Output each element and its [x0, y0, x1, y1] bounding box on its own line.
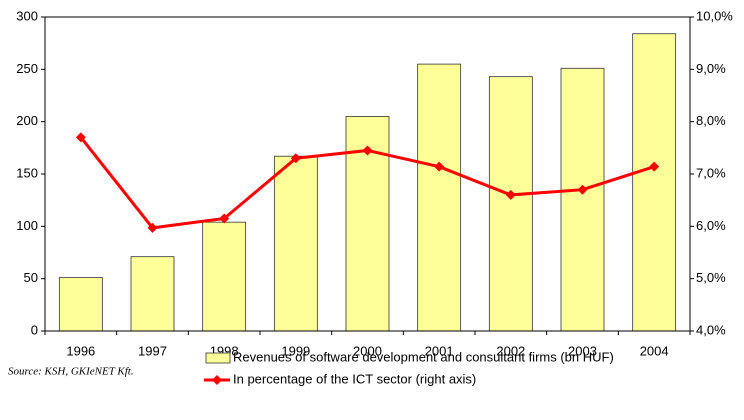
y-tick-label: 300: [16, 8, 38, 23]
y2-tick-label: 8,0%: [696, 113, 726, 128]
bar: [202, 221, 247, 332]
bar: [488, 76, 533, 332]
x-tick-label: 2004: [640, 343, 669, 358]
x-tick-label: 1999: [281, 343, 310, 358]
line-marker: [362, 145, 373, 156]
legend-label: In percentage of the ICT sector (right a…: [233, 371, 476, 386]
source: Source: KSH, GKIeNET Kft.: [8, 366, 134, 378]
y2-tick-label: 10,0%: [696, 8, 733, 23]
bar: [417, 63, 462, 332]
y-tick-label: 200: [16, 113, 38, 128]
y2-tick-label: 5,0%: [696, 270, 726, 285]
bar: [632, 33, 677, 332]
y2-tick-label: 4,0%: [696, 322, 726, 337]
bar: [273, 155, 318, 332]
bar: [58, 277, 103, 332]
legend-marker: [212, 375, 222, 385]
x-tick-label: 2002: [496, 343, 525, 358]
x-tick-label: 1997: [138, 343, 167, 358]
line-marker: [577, 184, 588, 195]
line-marker: [219, 213, 230, 224]
legend-label: Revenues of software development and con…: [233, 349, 614, 364]
line-marker: [505, 189, 516, 200]
bar: [560, 67, 605, 332]
x-tick-label: 2000: [353, 343, 382, 358]
y-tick-label: 250: [16, 61, 38, 76]
y2-tick-label: 6,0%: [696, 218, 726, 233]
y-tick-label: 50: [24, 270, 38, 285]
x-tick-label: 2003: [568, 343, 597, 358]
line-marker: [147, 222, 158, 233]
line-marker: [290, 153, 301, 164]
y-tick-label: 0: [31, 322, 38, 337]
bar: [130, 256, 175, 332]
legend-swatch: [205, 352, 231, 364]
line-marker: [434, 161, 445, 172]
x-tick-label: 2001: [425, 343, 454, 358]
x-tick-label: 1996: [66, 343, 95, 358]
plot-frame: [44, 16, 691, 332]
line-marker: [649, 161, 660, 172]
y2-tick-label: 9,0%: [696, 61, 726, 76]
y-tick-label: 150: [16, 165, 38, 180]
line-marker: [75, 132, 86, 143]
y-tick-label: 100: [16, 218, 38, 233]
y2-tick-label: 7,0%: [696, 165, 726, 180]
